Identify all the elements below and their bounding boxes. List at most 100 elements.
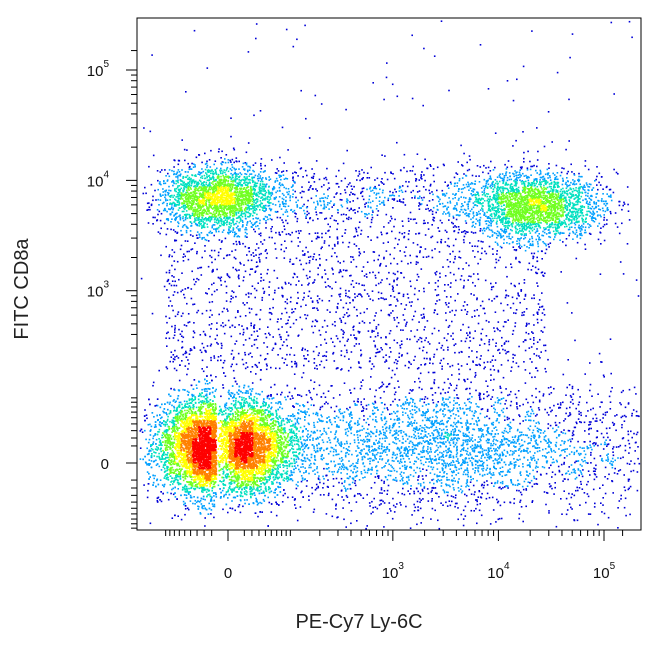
event-dot [532,470,534,472]
event-dot [332,273,334,275]
event-dot [612,458,614,460]
event-dot [378,283,380,285]
event-dot [181,519,183,521]
event-dot [455,414,457,416]
event-dot [537,447,539,449]
event-dot [222,231,224,233]
event-dot [528,420,530,422]
event-dot [293,181,295,183]
event-dot [620,495,622,497]
event-dot [301,377,303,379]
event-dot [266,216,268,218]
event-dot [330,442,332,444]
event-dot [434,309,436,311]
event-dot [504,350,506,352]
event-dot [315,188,317,190]
event-dot [505,290,507,292]
event-dot [221,343,223,345]
event-dot [468,184,470,186]
event-dot [329,311,331,313]
event-dot [298,280,300,282]
event-dot [366,308,368,310]
event-dot [233,358,235,360]
event-dot [585,415,587,417]
event-dot [271,226,273,228]
event-dot [167,228,169,230]
event-dot [606,219,608,221]
event-dot [445,205,447,207]
event-dot [173,166,175,168]
event-dot [513,100,515,102]
event-dot [254,344,256,346]
event-dot [541,250,543,252]
event-dot [420,246,422,248]
event-dot [236,364,238,366]
event-dot [396,480,398,482]
event-dot [397,271,399,273]
event-dot [390,475,392,477]
event-dot [319,212,321,214]
event-dot [392,285,394,287]
event-dot [303,365,305,367]
event-dot [422,350,424,352]
event-dot [319,258,321,260]
event-dot [594,470,596,472]
event-dot [359,479,361,481]
event-dot [455,474,457,476]
event-dot [260,355,262,357]
event-dot [416,185,418,187]
event-dot [531,409,533,411]
event-dot [338,426,340,428]
event-dot [337,183,339,185]
event-dot [390,304,392,306]
event-dot [423,186,425,188]
event-dot [367,177,369,179]
event-dot [452,223,454,225]
event-dot [351,284,353,286]
event-dot [423,223,425,225]
event-dot [291,186,293,188]
event-dot [519,513,521,515]
event-dot [362,196,364,198]
event-dot [407,353,409,355]
event-dot [361,473,363,475]
event-dot [463,197,465,199]
event-dot [457,173,459,175]
event-dot [363,428,365,430]
event-dot [171,218,173,220]
event-dot [181,331,183,333]
event-dot [435,392,437,394]
event-dot [199,237,201,239]
event-dot [526,308,528,310]
event-dot [535,388,537,390]
event-dot [304,213,306,215]
event-dot [361,471,363,473]
event-dot [410,305,412,307]
event-dot [545,456,547,458]
event-dot [590,454,592,456]
event-dot [362,456,364,458]
event-dot [296,258,298,260]
event-dot [466,262,468,264]
event-dot [579,421,581,423]
event-dot [610,461,612,463]
event-dot [178,395,180,397]
event-dot [316,394,318,396]
event-dot [272,299,274,301]
event-dot [530,416,532,418]
event-dot [519,459,521,461]
event-dot [296,302,298,304]
event-dot [480,358,482,360]
event-dot [165,337,167,339]
event-dot [220,355,222,357]
event-dot [408,476,410,478]
event-dot [305,118,307,120]
event-dot [393,258,395,260]
event-dot [528,437,530,439]
event-dot [302,299,304,301]
event-dot [249,338,251,340]
event-dot [540,474,542,476]
event-dot [506,431,508,433]
event-dot [327,403,329,405]
event-dot [331,471,333,473]
